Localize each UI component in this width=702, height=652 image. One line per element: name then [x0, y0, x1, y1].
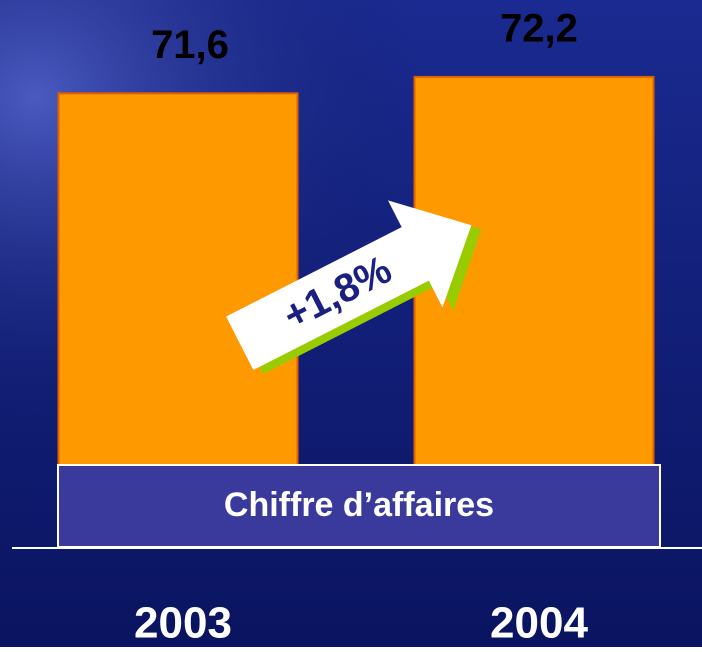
growth-arrow: +1,8% [226, 200, 482, 374]
arrow [226, 200, 472, 371]
label-box [57, 464, 661, 548]
series-label: Chiffre d’affaires [224, 486, 494, 524]
value-label: 71,6 [151, 23, 229, 67]
x-tick-label: 2003 [134, 599, 232, 647]
x-tick-label: 2004 [490, 599, 588, 647]
value-label: 72,2 [500, 6, 578, 50]
